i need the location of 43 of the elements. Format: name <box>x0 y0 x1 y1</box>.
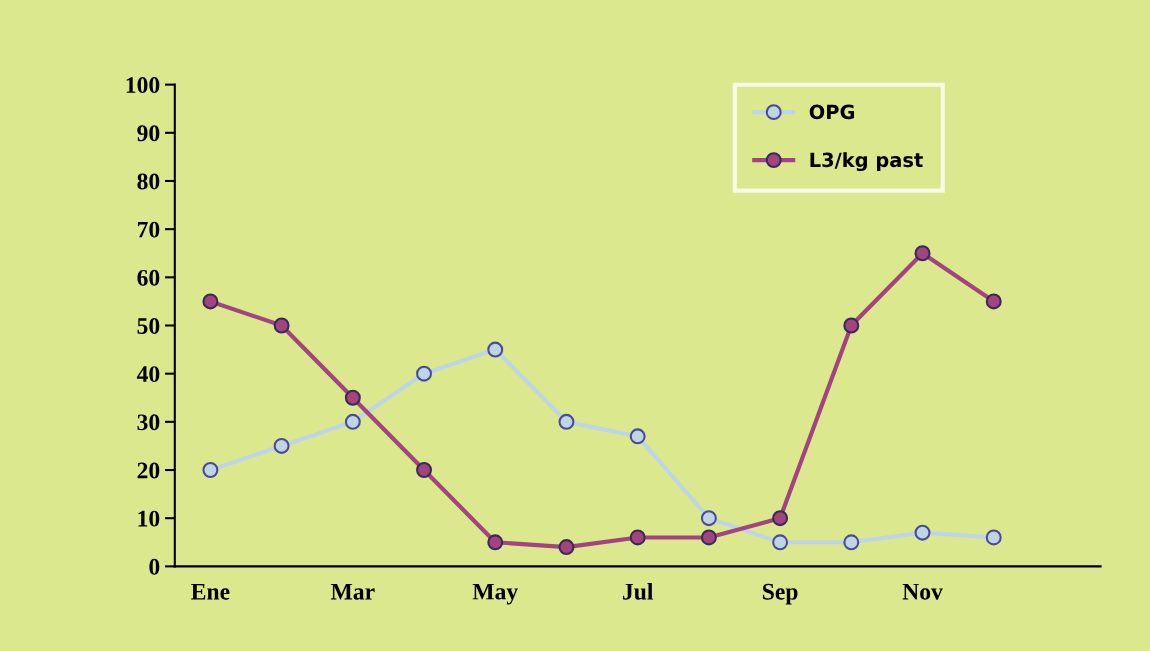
y-tick-label: 30 <box>137 414 160 431</box>
x-tick-label: Ene <box>191 583 230 600</box>
point <box>914 245 931 262</box>
point <box>487 341 504 358</box>
y-tick-label: 100 <box>126 77 160 94</box>
y-tick-label: 40 <box>136 366 160 383</box>
point <box>700 510 717 527</box>
point <box>487 534 504 551</box>
point <box>344 413 361 430</box>
y-tick-label: 60 <box>137 269 160 286</box>
point <box>202 293 219 310</box>
point <box>772 534 789 551</box>
point <box>558 539 575 556</box>
y-tick-label: 20 <box>137 462 160 479</box>
y-tick-label: 50 <box>137 317 160 334</box>
point <box>700 529 717 546</box>
y-tick-label: 0 <box>149 558 160 575</box>
point <box>416 462 433 479</box>
x-tick-label: Nov <box>902 583 943 600</box>
x-tick-label: Jul <box>622 583 654 600</box>
point <box>558 413 575 430</box>
point <box>985 529 1002 546</box>
y-tick-label: 90 <box>137 125 160 142</box>
point <box>772 510 789 527</box>
x-tick-label: Sep <box>762 583 798 605</box>
x-tick-label: May <box>472 583 518 605</box>
y-tick-label: 10 <box>138 510 160 527</box>
point <box>344 389 361 406</box>
point <box>629 529 646 546</box>
point <box>843 534 860 551</box>
point <box>629 428 646 445</box>
x-tick-label: Mar <box>330 583 375 600</box>
y-tick-label: 70 <box>137 221 160 238</box>
point <box>985 293 1002 310</box>
y-tick-label: 80 <box>137 173 160 190</box>
legend-label: L3/kg past <box>810 152 923 172</box>
point <box>914 524 931 541</box>
point <box>843 317 860 334</box>
point <box>416 365 433 382</box>
legend-label: OPG <box>809 104 855 120</box>
point <box>273 437 290 454</box>
point <box>202 462 219 479</box>
point <box>273 317 290 334</box>
